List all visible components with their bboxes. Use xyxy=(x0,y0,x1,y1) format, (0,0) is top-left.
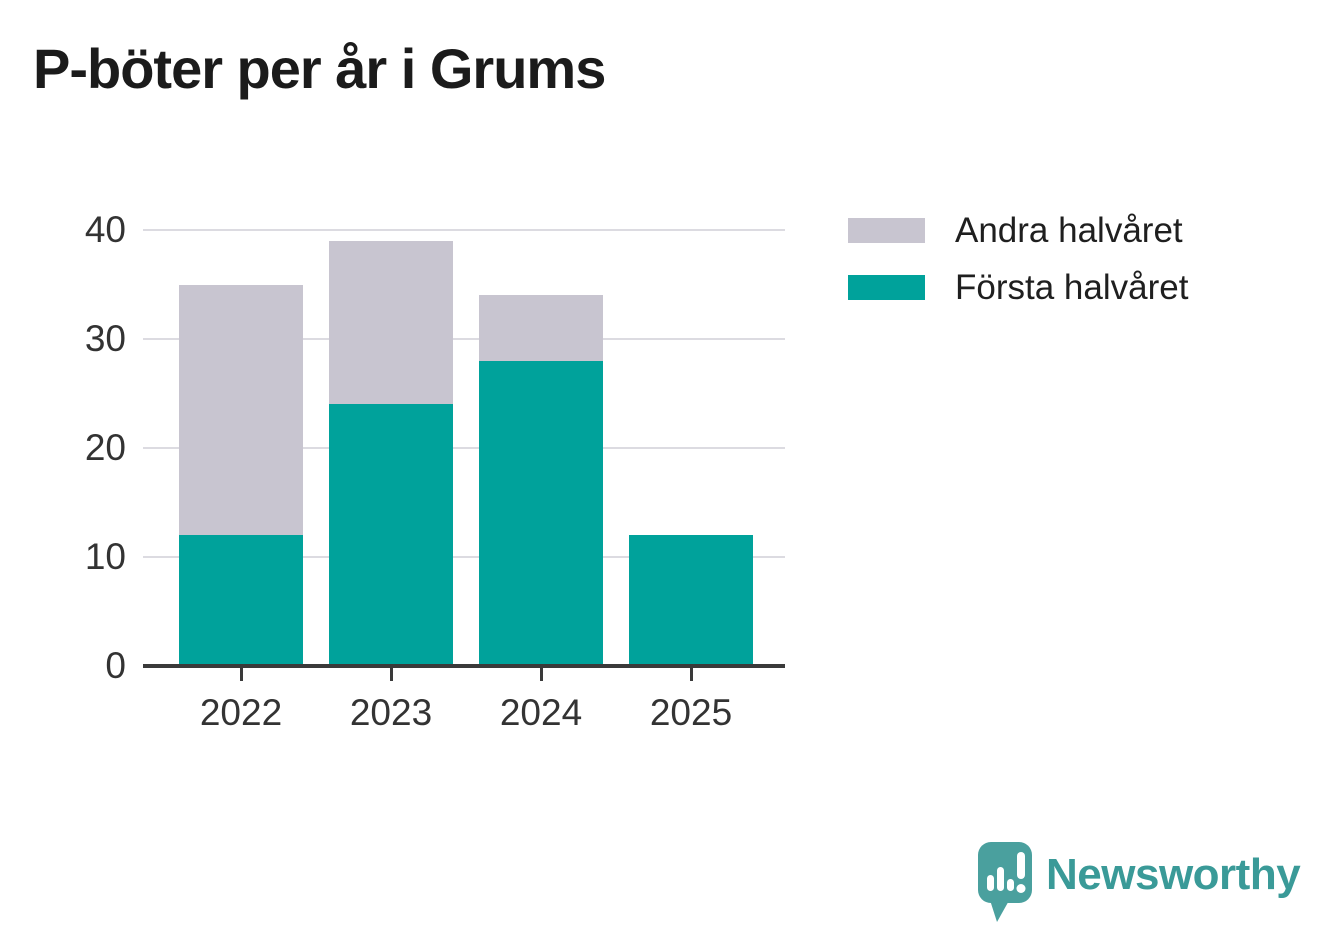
gridline-y-40 xyxy=(143,229,785,231)
bar-2023-första-halvåret xyxy=(329,404,453,666)
bar-2023-andra-halvåret xyxy=(329,240,453,405)
legend-swatch xyxy=(848,275,925,300)
y-axis-tick-label: 20 xyxy=(84,427,126,468)
stacked-bar-chart: 0 10 20 30 40 2022 2023 2024 2025 xyxy=(84,209,785,733)
legend: Andra halvåret Första halvåret xyxy=(848,213,1188,305)
y-axis-tick-label: 30 xyxy=(84,318,126,359)
gridline-y-10 xyxy=(143,556,785,558)
x-axis-tick xyxy=(689,668,693,681)
bar-2022-andra-halvåret xyxy=(179,284,303,536)
x-axis-tick-label: 2023 xyxy=(349,692,433,733)
bar-2022-första-halvåret xyxy=(179,535,303,666)
legend-label: Andra halvåret xyxy=(955,211,1183,250)
x-axis-line xyxy=(143,664,785,668)
gridline-y-30 xyxy=(143,338,785,340)
newsworthy-speech-bubble-chart-icon xyxy=(978,842,1032,922)
y-axis-tick-label: 0 xyxy=(105,645,126,686)
newsworthy-wordmark: Newsworthy xyxy=(1046,850,1301,899)
bar-2024-andra-halvåret xyxy=(479,295,603,361)
gridline-y-20 xyxy=(143,447,785,449)
legend-label: Första halvåret xyxy=(955,268,1189,307)
legend-item: Andra halvåret xyxy=(848,213,1188,248)
x-axis-tick xyxy=(389,668,393,681)
x-axis-tick xyxy=(539,668,543,681)
x-axis-tick-label: 2022 xyxy=(199,692,283,733)
bar-2024-första-halvåret xyxy=(479,360,603,666)
newsworthy-logo: Newsworthy xyxy=(978,842,1301,926)
x-axis-tick-label: 2024 xyxy=(499,692,583,733)
x-axis-tick-label: 2025 xyxy=(649,692,733,733)
y-axis-tick-label: 10 xyxy=(84,536,126,577)
legend-item: Första halvåret xyxy=(848,270,1188,305)
legend-swatch xyxy=(848,218,925,243)
y-axis-tick-label: 40 xyxy=(84,209,126,250)
x-axis-tick xyxy=(239,668,243,681)
bar-2025-första-halvåret xyxy=(629,535,753,666)
chart-title: P-böter per år i Grums xyxy=(33,37,606,100)
